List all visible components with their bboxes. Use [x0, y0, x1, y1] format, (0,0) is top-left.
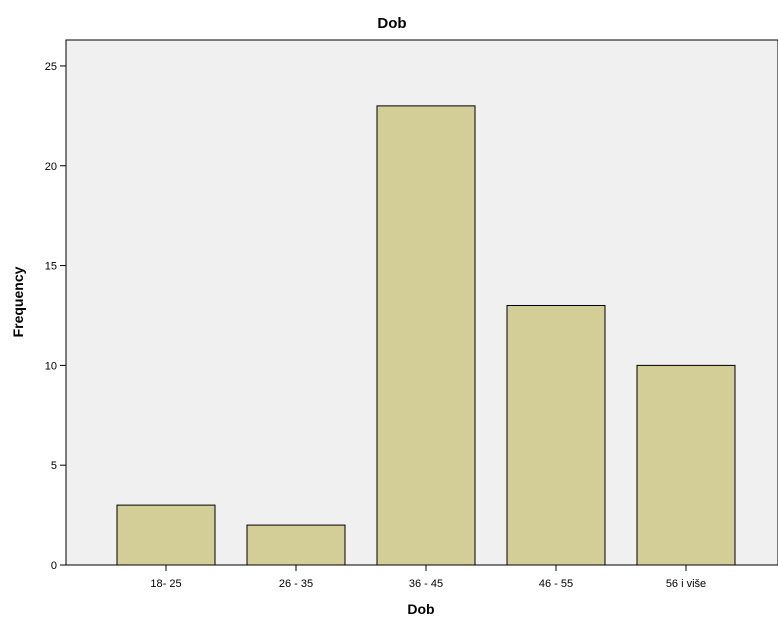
bar-4: [506, 304, 606, 566]
y-tick-label-0: 0: [51, 560, 57, 572]
x-axis: 18- 25 26 - 35 36 - 45 46 - 55 56 i više: [150, 565, 706, 590]
x-tick-label-3: 46 - 55: [539, 578, 573, 590]
x-tick-label-2: 36 - 45: [409, 578, 443, 590]
bar-3: [376, 105, 476, 566]
x-tick-label-0: 18- 25: [150, 578, 181, 590]
x-tick-label-4: 56 i više: [666, 578, 706, 590]
bars-group: [116, 105, 736, 566]
bar-1: [116, 504, 216, 566]
bar-5: [636, 364, 736, 566]
x-axis-title: Dob: [407, 601, 434, 617]
chart-title: Dob: [377, 15, 406, 32]
y-tick-label-2: 10: [45, 360, 57, 372]
x-tick-label-1: 26 - 35: [279, 578, 313, 590]
y-tick-label-5: 25: [45, 61, 57, 73]
y-tick-label-4: 20: [45, 161, 57, 173]
y-axis-title: Frequency: [10, 266, 26, 337]
y-axis: 0 5 10 15 20 25: [45, 61, 66, 572]
y-tick-label-3: 15: [45, 261, 57, 273]
y-tick-label-1: 5: [51, 460, 57, 472]
bar-2: [246, 524, 346, 566]
